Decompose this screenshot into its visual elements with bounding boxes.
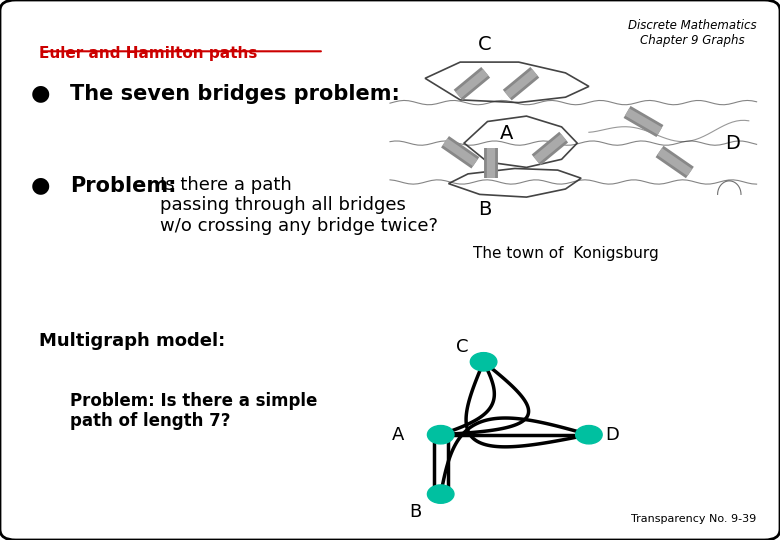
Text: Is there a path
passing through all bridges
w/o crossing any bridge twice?: Is there a path passing through all brid… (160, 176, 438, 235)
Text: C: C (478, 35, 492, 54)
Text: A: A (500, 124, 514, 144)
Text: Euler and Hamilton paths: Euler and Hamilton paths (39, 46, 257, 61)
Text: Multigraph model:: Multigraph model: (39, 332, 225, 350)
Text: The town of  Konigsburg: The town of Konigsburg (473, 246, 658, 261)
Text: B: B (478, 200, 492, 219)
Text: D: D (605, 426, 619, 444)
Text: Problem: Is there a simple
path of length 7?: Problem: Is there a simple path of lengt… (70, 392, 317, 430)
Text: D: D (725, 133, 740, 153)
Text: Discrete Mathematics
Chapter 9 Graphs: Discrete Mathematics Chapter 9 Graphs (628, 19, 757, 47)
Text: ●: ● (31, 84, 51, 104)
Text: C: C (456, 338, 468, 356)
Text: Transparency No. 9-39: Transparency No. 9-39 (631, 514, 757, 524)
Text: The seven bridges problem:: The seven bridges problem: (70, 84, 400, 104)
Circle shape (427, 426, 454, 444)
Text: ●: ● (31, 176, 51, 195)
Circle shape (427, 485, 454, 503)
Text: Problem:: Problem: (70, 176, 177, 195)
Circle shape (470, 353, 497, 371)
Text: B: B (410, 503, 422, 521)
Text: A: A (392, 426, 404, 444)
Circle shape (576, 426, 602, 444)
